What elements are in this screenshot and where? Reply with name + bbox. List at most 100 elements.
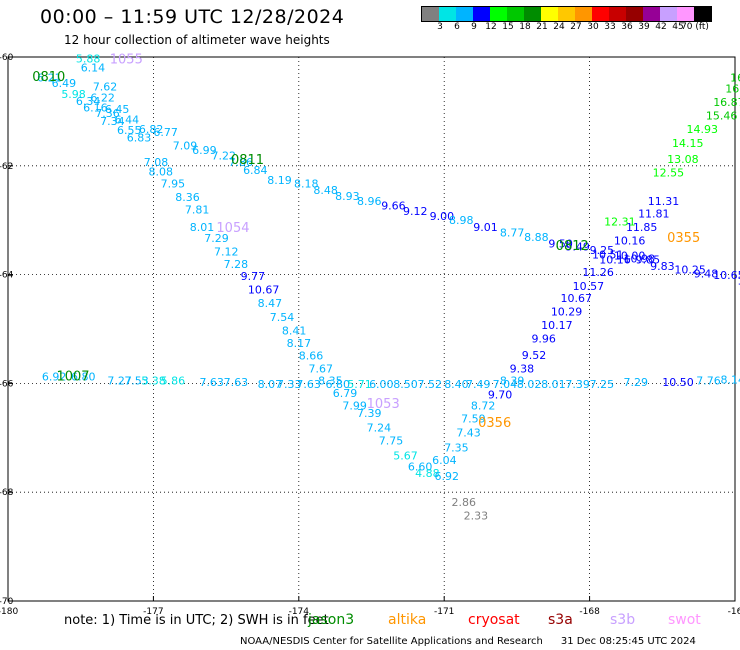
wave-height-point: 14.93 — [687, 123, 719, 136]
wave-height-point: 7.39 — [565, 378, 590, 391]
wave-height-point: 10.67 — [248, 284, 280, 297]
mission-label-altika: altika — [388, 612, 427, 628]
wave-height-point: 9.52 — [522, 349, 547, 362]
color-scale-label: 21 — [536, 22, 548, 32]
wave-height-point: 5.38 — [141, 374, 166, 387]
wave-height-point: 6.22 — [90, 92, 115, 105]
mission-label-jason3: jason3 — [308, 612, 355, 628]
wave-height-point: 12.31 — [604, 216, 636, 229]
wave-height-point: 8.66 — [299, 349, 324, 362]
wave-height-point: 7.29 — [204, 232, 229, 245]
wave-height-point: 7.34 — [100, 115, 125, 128]
wave-height-point: 10.29 — [551, 305, 583, 318]
wave-height-point: 7.43 — [456, 427, 481, 440]
wave-height-point: 11.85 — [626, 221, 658, 234]
wave-height-point: 6.45 — [105, 103, 130, 116]
wave-height-point: 9.50 — [548, 237, 573, 250]
wave-height-point: 7.04 — [493, 378, 517, 391]
color-swatch — [422, 7, 439, 21]
color-swatch — [524, 7, 541, 21]
color-swatch — [507, 7, 524, 21]
wave-height-point: 16.87 — [713, 96, 740, 109]
y-tick-label: -60 — [0, 53, 14, 63]
wave-height-point: 7.25 — [590, 378, 615, 391]
wave-height-point: 7.54 — [270, 311, 295, 324]
wave-height-point: 7.59 — [461, 413, 486, 426]
pass-label: 1055 — [110, 53, 143, 68]
color-scale-label: 27 — [570, 22, 582, 32]
wave-height-point: 9.77 — [241, 270, 266, 283]
color-swatch — [439, 7, 456, 21]
wave-height-point: 8.14 — [720, 373, 740, 386]
y-tick-label: -70 — [0, 597, 14, 607]
credit-text: NOAA/NESDIS Center for Satellite Applica… — [240, 636, 543, 647]
color-scale-label: 24 — [553, 22, 565, 32]
wave-height-point: 15.46 — [706, 110, 738, 123]
color-swatch — [694, 7, 711, 21]
wave-height-point: 6.80 — [325, 378, 350, 391]
wave-height-point: 12.55 — [653, 167, 685, 180]
wave-height-point: 7.09 — [173, 139, 198, 152]
wave-height-point: 10.16 — [614, 235, 646, 248]
wave-height-point: 2.86 — [451, 496, 476, 509]
wave-height-point: 7.49 — [466, 378, 491, 391]
wave-height-point: 6.00 — [369, 378, 394, 391]
color-swatch — [626, 7, 643, 21]
wave-height-point: 9.12 — [403, 205, 428, 218]
wave-height-point: 6.21 — [37, 71, 62, 84]
pass-label: 1007 — [56, 370, 89, 385]
color-scale-legend — [421, 6, 712, 22]
wave-height-point: 6.14 — [81, 62, 106, 75]
pass-label: 0355 — [667, 231, 700, 246]
y-tick-label: -62 — [0, 162, 13, 172]
wave-height-point: 16.05 — [725, 82, 740, 95]
wave-height-point: 6.79 — [333, 387, 358, 400]
pass-label: 0810 — [32, 70, 65, 85]
wave-height-point: 8.36 — [175, 191, 200, 204]
wave-height-point: 10.98 — [624, 253, 656, 266]
color-scale-label: 15 — [502, 22, 514, 32]
wave-height-point: 7.52 — [418, 378, 443, 391]
wave-height-point: 8.02 — [517, 378, 542, 391]
wave-height-point: 7.62 — [93, 81, 118, 94]
y-tick-label: -66 — [0, 379, 14, 389]
color-scale-label: 70 (ft) — [681, 22, 709, 32]
wave-height-point: 10.17 — [541, 319, 573, 332]
wave-height-point: 7.76 — [696, 374, 721, 387]
wave-height-point: 9.66 — [381, 199, 406, 212]
wave-height-point: 8.93 — [335, 190, 360, 203]
wave-height-point: 9.83 — [650, 260, 675, 273]
wave-height-point: 8.48 — [313, 184, 338, 197]
wave-height-point: 8.98 — [449, 214, 474, 227]
wave-height-point: 7.63 — [199, 376, 224, 389]
wave-height-point: 8.47 — [258, 297, 283, 310]
wave-height-point: 2.33 — [464, 509, 489, 522]
wave-height-point: 5.98 — [61, 88, 86, 101]
wave-height-point: 7.39 — [357, 407, 382, 420]
wave-height-point: 7.86 — [229, 156, 254, 169]
color-scale-label: 42 — [655, 22, 667, 32]
wave-height-point: 7.36 — [95, 107, 120, 120]
wave-height-point: 8.77 — [500, 227, 524, 240]
wave-height-point: 7.28 — [224, 258, 249, 271]
wave-height-point: 10.51 — [592, 248, 624, 261]
wave-height-point: 6.92 — [435, 470, 460, 483]
y-tick-label: -68 — [0, 488, 14, 498]
wave-height-point: 7.33 — [277, 378, 302, 391]
wave-height-point: 7.22 — [212, 149, 237, 162]
wave-height-point: 11.81 — [638, 207, 670, 220]
wave-height-point: 7.08 — [144, 156, 169, 169]
wave-height-point: 6.04 — [432, 454, 457, 467]
wave-height-point: 7.12 — [214, 246, 239, 259]
x-tick-label: -171 — [434, 607, 454, 617]
color-scale-label: 3 — [437, 22, 443, 32]
wave-height-point: 8.96 — [357, 195, 382, 208]
wave-height-point: 10.67 — [561, 292, 593, 305]
wave-height-point: 6.84 — [243, 164, 268, 177]
wave-height-point: 9.38 — [510, 363, 535, 376]
color-swatch — [541, 7, 558, 21]
wave-height-point: 7.24 — [367, 421, 392, 434]
wave-height-point: 7.29 — [624, 376, 649, 389]
x-tick-label: -180 — [0, 607, 18, 617]
x-tick-label: -168 — [579, 607, 600, 617]
